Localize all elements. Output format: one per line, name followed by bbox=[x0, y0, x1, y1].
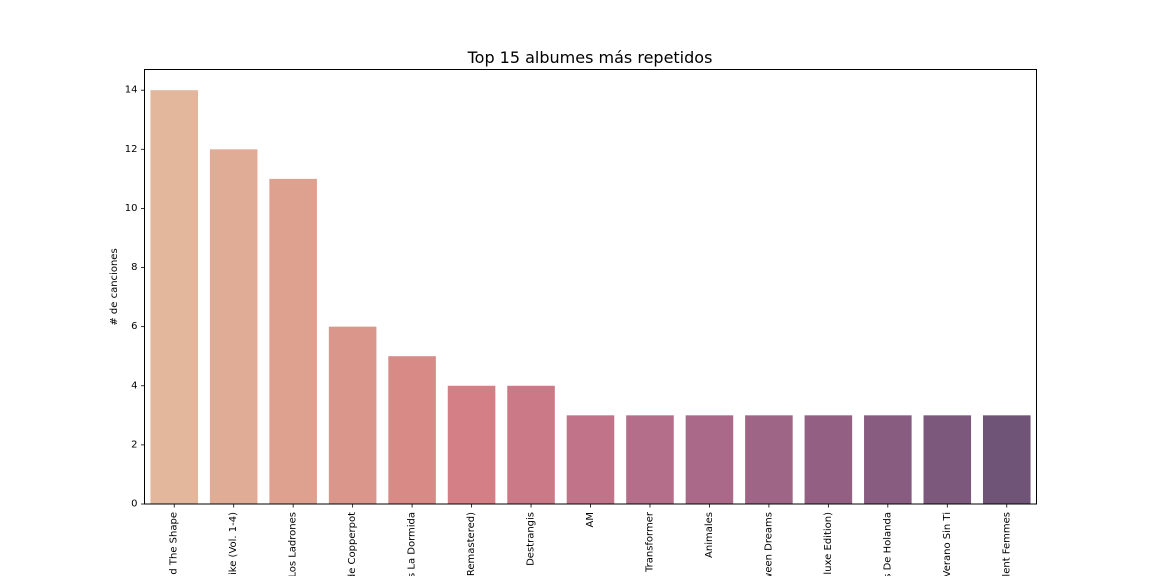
x-tick-label: Destrangis bbox=[526, 512, 537, 566]
x-tick-label: Transformer bbox=[644, 511, 655, 573]
x-tick-label: ike (Vol. 1-4) bbox=[228, 512, 239, 575]
x-tick-label: de Copperpot bbox=[347, 512, 358, 576]
x-tick-label: s La Dormida bbox=[407, 512, 418, 576]
x-tick-label: s De Holanda bbox=[882, 512, 893, 576]
y-axis: 0 2 4 6 8 10 12 14 bbox=[125, 85, 145, 510]
y-tick-label: 0 bbox=[131, 499, 137, 510]
x-tick-label: luxe Edition) bbox=[823, 512, 834, 575]
x-tick-label: Animales bbox=[704, 512, 715, 558]
x-tick-label: d The Shape bbox=[169, 512, 180, 575]
x-tick-label: Remastered) bbox=[466, 512, 477, 576]
bar bbox=[209, 149, 258, 504]
bar bbox=[269, 178, 317, 505]
bar bbox=[804, 415, 853, 504]
x-axis: d The Shape ike (Vol. 1-4) Los Ladrones de … bbox=[169, 504, 1012, 580]
bar bbox=[150, 90, 199, 504]
bar bbox=[566, 415, 615, 504]
x-tick-label: AM bbox=[585, 512, 596, 527]
x-tick-label: Verano Sin Ti bbox=[942, 512, 953, 576]
plot-frame bbox=[144, 69, 1037, 505]
y-axis-label: # de canciones bbox=[109, 248, 120, 325]
x-tick-label: ween Dreams bbox=[763, 512, 774, 576]
chart-title: Top 15 albumes más repetidos bbox=[467, 48, 713, 67]
bar bbox=[982, 415, 1031, 504]
bar bbox=[864, 415, 912, 504]
y-tick-label: 10 bbox=[125, 203, 138, 214]
bar bbox=[388, 356, 436, 504]
bar bbox=[328, 326, 377, 504]
x-tick-label: Los Ladrones bbox=[288, 512, 299, 576]
y-tick-label: 8 bbox=[131, 262, 137, 273]
y-tick-label: 2 bbox=[131, 439, 137, 450]
bar bbox=[626, 415, 674, 504]
bar bbox=[447, 385, 496, 504]
bar bbox=[685, 415, 734, 504]
y-tick-label: 4 bbox=[131, 380, 137, 391]
bar bbox=[507, 385, 555, 504]
bars-group bbox=[150, 90, 1031, 505]
bar bbox=[745, 415, 793, 504]
y-tick-label: 12 bbox=[125, 144, 138, 155]
x-tick-label: lent Femmes bbox=[1001, 512, 1012, 576]
bar bbox=[923, 415, 972, 504]
y-tick-label: 6 bbox=[131, 321, 137, 332]
y-tick-label: 14 bbox=[125, 85, 138, 96]
